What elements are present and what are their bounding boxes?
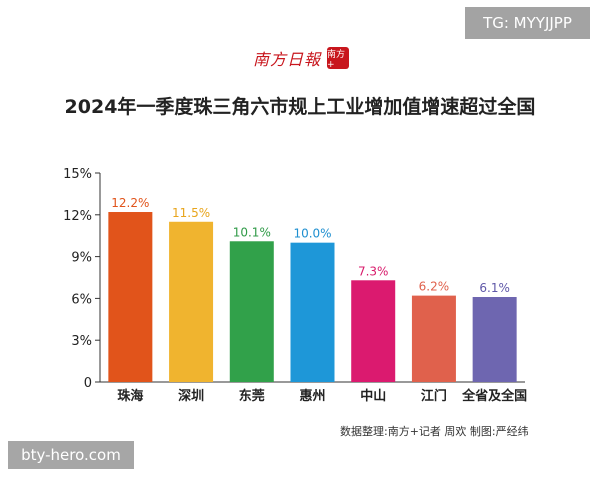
bar-value-label: 10.0% (293, 227, 331, 241)
x-category-label: 东莞 (239, 388, 265, 404)
bar (229, 241, 274, 382)
newspaper-seal-icon: 南方+ (327, 47, 350, 70)
chart-title: 2024年一季度珠三角六市规上工业增加值增速超过全国 (64, 96, 536, 118)
newspaper-logo: 南方日報 南方+ (253, 46, 350, 70)
bar (351, 280, 396, 382)
x-category-label: 珠海 (117, 388, 143, 404)
bar (411, 295, 456, 382)
y-tick-label: 12% (63, 209, 92, 224)
x-category-label: 全省及全国 (461, 388, 527, 404)
bar-value-label: 12.2% (111, 196, 149, 210)
y-tick-label: 3% (71, 334, 92, 349)
y-tick-label: 0 (84, 376, 92, 391)
bar (108, 212, 153, 382)
y-tick-label: 15% (63, 167, 92, 182)
bar-value-label: 6.1% (479, 281, 510, 295)
x-category-label: 深圳 (178, 388, 204, 404)
bar (472, 297, 517, 382)
y-tick-label: 9% (71, 251, 92, 266)
bar-value-label: 11.5% (172, 206, 210, 220)
bar-value-label: 10.1% (233, 225, 271, 239)
bar-value-label: 7.3% (358, 264, 389, 278)
x-axis-labels: 珠海 深圳 东莞 惠州 中山 江门 全省及全国 (117, 388, 527, 404)
bar (290, 242, 335, 382)
y-axis: 0 3% 6% 9% 12% 15% (63, 167, 525, 391)
x-category-label: 江门 (421, 388, 447, 404)
tg-tag-overlay: TG: MYYJJPP (465, 7, 590, 39)
x-category-label: 惠州 (299, 388, 325, 404)
source-note: 数据整理:南方+记者 周欢 制图:严经纬 (340, 425, 529, 438)
newspaper-logo-text: 南方日報 (253, 50, 322, 69)
value-labels: 12.2% 11.5% 10.1% 10.0% 7.3% 6.2% 6.1% (111, 196, 510, 295)
bar-value-label: 6.2% (419, 280, 450, 294)
bars (108, 212, 517, 382)
y-tick-label: 6% (71, 292, 92, 307)
bar (169, 221, 214, 382)
watermark-overlay: bty-hero.com (8, 441, 134, 469)
x-category-label: 中山 (360, 388, 386, 404)
